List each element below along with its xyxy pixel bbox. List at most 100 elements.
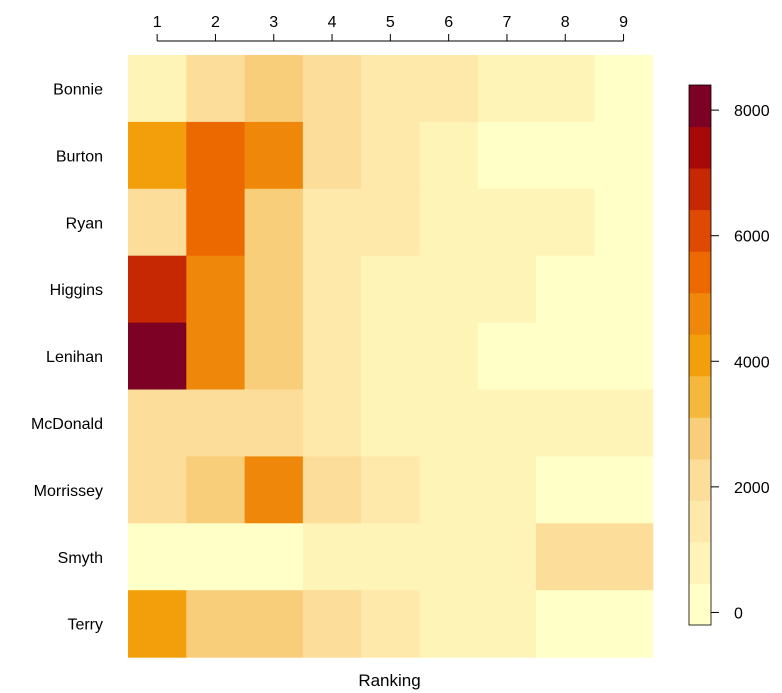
heatmap-cell-Bonnie-5 [361, 55, 421, 123]
heatmap-cell-Smyth-8 [536, 523, 595, 591]
heatmap-cell-Higgins-8 [536, 255, 595, 324]
heatmap-cell-Smyth-6 [419, 523, 479, 591]
heatmap-cell-Burton-4 [302, 121, 362, 190]
colorbar-swatch [689, 500, 711, 543]
heatmap-cell-Higgins-5 [361, 255, 421, 324]
heatmap-cell-Bonnie-8 [536, 55, 595, 123]
colorbar-swatch [689, 583, 711, 626]
heatmap-cell-Burton-8 [536, 121, 595, 190]
heatmap-cell-Lenihan-9 [594, 322, 654, 391]
x-axis-title: Ranking [358, 671, 420, 690]
colorbar-swatch [689, 126, 711, 169]
heatmap-cell-Burton-2 [186, 121, 246, 190]
heatmap-cell-Smyth-2 [186, 523, 246, 591]
heatmap-cells [128, 55, 654, 658]
heatmap-cell-Ryan-7 [477, 188, 537, 257]
colorbar-swatch [689, 85, 711, 128]
heatmap-cell-Lenihan-7 [477, 322, 537, 391]
heatmap-cell-Higgins-1 [128, 255, 187, 324]
heatmap-cell-Higgins-7 [477, 255, 537, 324]
colorbar-swatch [689, 334, 711, 377]
colorbar-swatch [689, 209, 711, 252]
heatmap-cell-Terry-9 [594, 590, 654, 658]
heatmap-cell-Ryan-5 [361, 188, 421, 257]
heatmap-cell-Terry-2 [186, 590, 246, 658]
heatmap-cell-Lenihan-3 [244, 322, 304, 391]
heatmap-cell-Terry-7 [477, 590, 537, 658]
row-label: Bonnie [53, 81, 103, 98]
row-labels: Bonnie Burton Ryan Higgins Lenihan McDonald Mo… [31, 81, 103, 633]
x-tick-label: 5 [386, 14, 395, 31]
row-label: Higgins [50, 282, 103, 299]
x-tick-label: 8 [561, 14, 570, 31]
row-label: Ryan [66, 215, 103, 232]
heatmap-cell-Bonnie-2 [186, 55, 246, 123]
heatmap-cell-Morrissey-2 [186, 456, 246, 524]
heatmap-cell-Morrissey-3 [244, 456, 304, 524]
colorbar-tick-label: 8000 [734, 103, 770, 120]
heatmap-cell-Lenihan-4 [302, 322, 362, 391]
colorbar-tick-label: 4000 [734, 354, 770, 371]
heatmap-cell-Ryan-3 [244, 188, 304, 257]
colorbar-swatch [689, 251, 711, 294]
heatmap-cell-Terry-8 [536, 590, 595, 658]
row-label: Lenihan [46, 349, 103, 366]
heatmap-cell-Lenihan-5 [361, 322, 421, 391]
heatmap-cell-Morrissey-8 [536, 456, 595, 524]
heatmap-cell-Lenihan-6 [419, 322, 479, 391]
colorbar-tick-label: 0 [734, 605, 743, 622]
heatmap-cell-Terry-6 [419, 590, 479, 658]
heatmap-cell-Bonnie-7 [477, 55, 537, 123]
colorbar-swatch [689, 541, 711, 584]
row-label: Smyth [58, 550, 103, 567]
heatmap-cell-Smyth-9 [594, 523, 654, 591]
heatmap-cell-Higgins-3 [244, 255, 304, 324]
heatmap-cell-McDonald-8 [536, 389, 595, 457]
heatmap-cell-Morrissey-1 [128, 456, 187, 524]
heatmap-cell-Terry-5 [361, 590, 421, 658]
colorbar-swatch [689, 458, 711, 501]
heatmap-cell-Bonnie-6 [419, 55, 479, 123]
heatmap-cell-Ryan-8 [536, 188, 595, 257]
heatmap-cell-Morrissey-5 [361, 456, 421, 524]
heatmap-cell-Bonnie-1 [128, 55, 187, 123]
colorbar-tick-label: 6000 [734, 229, 770, 246]
colorbar-swatch [689, 292, 711, 335]
heatmap-cell-Terry-1 [128, 590, 187, 658]
heatmap-cell-McDonald-7 [477, 389, 537, 457]
x-tick-label: 7 [502, 14, 511, 31]
heatmap-cell-Higgins-4 [302, 255, 362, 324]
row-label: Terry [67, 617, 103, 634]
row-label: Morrissey [34, 483, 103, 500]
heatmap-cell-Bonnie-9 [594, 55, 654, 123]
heatmap-cell-Smyth-3 [244, 523, 304, 591]
heatmap-cell-Bonnie-3 [244, 55, 304, 123]
heatmap-cell-Burton-9 [594, 121, 654, 190]
heatmap-cell-Morrissey-6 [419, 456, 479, 524]
heatmap-cell-McDonald-4 [302, 389, 362, 457]
row-label: Burton [56, 148, 103, 165]
heatmap-cell-Morrissey-7 [477, 456, 537, 524]
heatmap-cell-Ryan-2 [186, 188, 246, 257]
heatmap-cell-Ryan-9 [594, 188, 654, 257]
heatmap-cell-McDonald-9 [594, 389, 654, 457]
heatmap-cell-Smyth-4 [302, 523, 362, 591]
heatmap-cell-Lenihan-2 [186, 322, 246, 391]
heatmap-cell-Higgins-6 [419, 255, 479, 324]
colorbar-swatch [689, 168, 711, 211]
heatmap-cell-Terry-4 [302, 590, 362, 658]
color-legend: 0 2000 4000 6000 8000 [688, 84, 770, 626]
heatmap-cell-Higgins-2 [186, 255, 246, 324]
heatmap-cell-Burton-3 [244, 121, 304, 190]
colorbar-swatch [689, 375, 711, 418]
heatmap-cell-McDonald-6 [419, 389, 479, 457]
heatmap-cell-Bonnie-4 [302, 55, 362, 123]
heatmap-cell-McDonald-1 [128, 389, 187, 457]
heatmap-cell-Ryan-4 [302, 188, 362, 257]
heatmap-cell-McDonald-5 [361, 389, 421, 457]
row-label: McDonald [31, 416, 103, 433]
heatmap-cell-Ryan-1 [128, 188, 187, 257]
colorbar-tick-label: 2000 [734, 480, 770, 497]
heatmap-cell-Terry-3 [244, 590, 304, 658]
